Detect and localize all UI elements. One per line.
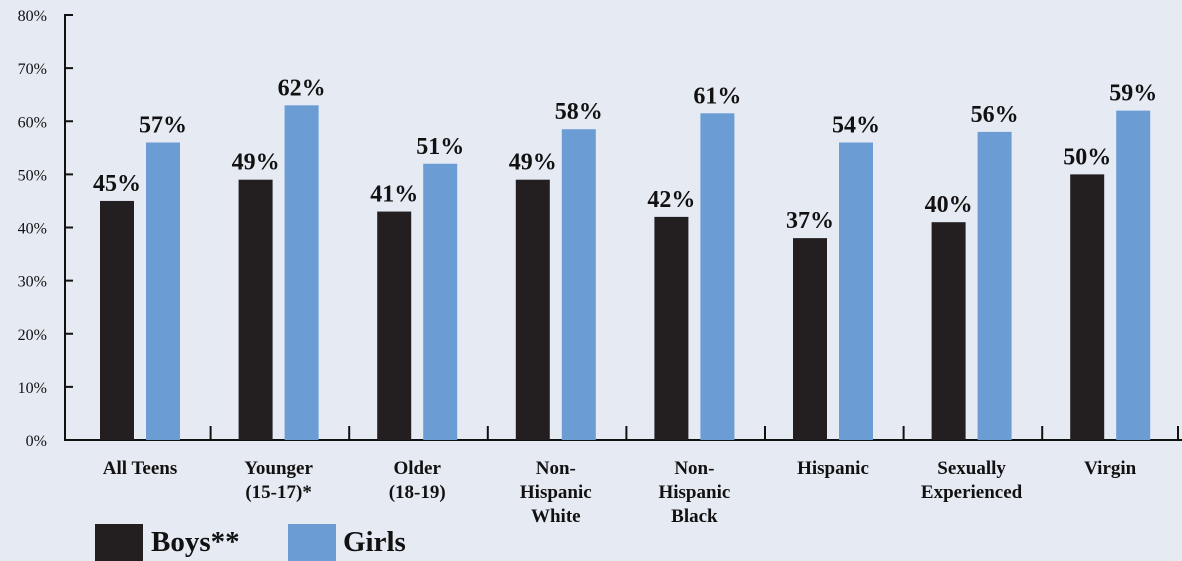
boys-bar: [515, 179, 550, 440]
girls-bar: [146, 142, 180, 440]
boys-value-label: 50%: [1063, 144, 1111, 170]
girls-bar: [839, 142, 873, 440]
category-label-line: White: [531, 506, 581, 527]
y-tick-label: 70%: [18, 61, 47, 78]
category-label-line: Experienced: [921, 482, 1023, 503]
category-label-line: Non-: [536, 458, 576, 479]
category-label: Younger (15-17)*: [244, 458, 313, 503]
boys-legend-label: Boys**: [151, 526, 240, 558]
boys-bar: [654, 216, 689, 440]
girls-value-label: 54%: [832, 113, 880, 139]
category-label: Non- Hispanic White: [520, 458, 592, 527]
category-label-line: Virgin: [1084, 458, 1137, 479]
girls-value-label: 58%: [555, 99, 603, 125]
bars: [100, 105, 1151, 440]
boys-value-label: 49%: [509, 150, 557, 176]
category-label-line: (18-19): [389, 482, 446, 503]
girls-value-label: 56%: [971, 102, 1019, 128]
category-label: Hispanic: [797, 458, 869, 479]
girls-legend-swatch: [288, 524, 336, 561]
boys-value-label: 42%: [647, 187, 695, 213]
category-label-line: Younger: [244, 458, 313, 479]
boys-legend-swatch: [95, 524, 143, 561]
category-label-line: Non-: [674, 458, 714, 479]
girls-value-label: 61%: [693, 83, 741, 109]
girls-bar: [561, 129, 596, 440]
category-label-line: All Teens: [103, 458, 177, 479]
legend: Boys** Girls: [95, 524, 406, 561]
category-label: Sexually Experienced: [921, 458, 1023, 503]
category-label-line: Older: [393, 458, 441, 479]
boys-bar: [1070, 174, 1105, 440]
category-label-line: Black: [671, 506, 718, 527]
labels: 45% 57% All Teens 49% 62% Younger (15-17)* 41% 5…: [93, 75, 1157, 527]
girls-bar: [977, 131, 1012, 440]
y-tick-label: 10%: [18, 380, 47, 397]
category-label-line: Sexually: [937, 458, 1006, 479]
boys-bar: [238, 179, 273, 440]
y-tick-label: 40%: [18, 221, 47, 238]
y-tick-label: 80%: [18, 8, 47, 25]
boys-value-label: 49%: [232, 150, 280, 176]
category-label-line: Hispanic: [658, 482, 730, 503]
boys-value-label: 45%: [93, 171, 141, 197]
boys-bar: [931, 222, 966, 440]
y-tick-label: 50%: [18, 167, 47, 184]
y-tick-label: 60%: [18, 114, 47, 131]
girls-bar: [423, 163, 458, 440]
category-label-line: Hispanic: [797, 458, 869, 479]
girls-legend-label: Girls: [343, 526, 406, 558]
girls-bar: [700, 113, 735, 440]
girls-bar: [284, 105, 319, 440]
boys-bar: [377, 211, 412, 440]
boys-bar: [793, 238, 827, 440]
girls-bar: [1116, 110, 1151, 440]
girls-value-label: 62%: [278, 75, 326, 101]
girls-value-label: 57%: [139, 113, 187, 139]
boys-bar: [100, 200, 134, 440]
category-label: Non- Hispanic Black: [658, 458, 730, 527]
category-label: Virgin: [1084, 458, 1137, 479]
boys-value-label: 40%: [925, 192, 973, 218]
category-label-line: Hispanic: [520, 482, 592, 503]
y-tick-label: 0%: [26, 433, 47, 450]
girls-value-label: 51%: [416, 134, 464, 160]
y-tick-label: 20%: [18, 327, 47, 344]
boys-value-label: 37%: [786, 208, 834, 234]
girls-value-label: 59%: [1109, 81, 1157, 107]
category-label-line: (15-17)*: [245, 482, 311, 503]
category-label: Older (18-19): [389, 458, 446, 503]
y-tick-label: 30%: [18, 274, 47, 291]
category-label: All Teens: [103, 458, 177, 479]
boys-value-label: 41%: [370, 182, 418, 208]
